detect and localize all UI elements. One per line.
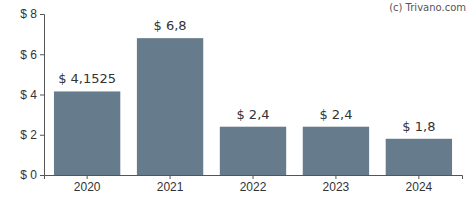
x-tick-label: 2020 bbox=[74, 180, 101, 194]
bar bbox=[54, 91, 120, 175]
x-tick-mark bbox=[87, 175, 88, 179]
x-tick: 2024 bbox=[406, 175, 433, 194]
y-tick-mark bbox=[40, 95, 44, 96]
bar bbox=[303, 127, 369, 175]
x-tick-mark bbox=[170, 175, 171, 179]
data-label: $ 1,8 bbox=[402, 119, 435, 134]
x-tick-mark bbox=[253, 175, 254, 179]
x-tick: 2020 bbox=[74, 175, 101, 194]
x-tick-label: 2022 bbox=[240, 180, 267, 194]
plot: $ 0 $ 2 $ 4 $ 6 $ 8 2020 2021 2022 2023 2024 $ 4,1… bbox=[20, 7, 462, 193]
chart: $ 0 $ 2 $ 4 $ 6 $ 8 2020 2021 2022 2023 2024 $ 4,1… bbox=[0, 0, 470, 200]
bar bbox=[137, 38, 203, 175]
y-tick: $ 2 bbox=[20, 128, 44, 142]
y-tick-mark bbox=[40, 14, 44, 15]
x-axis-line bbox=[45, 176, 463, 180]
x-tick-mark bbox=[418, 175, 419, 179]
y-tick: $ 8 bbox=[20, 7, 44, 21]
data-label: $ 2,4 bbox=[319, 107, 352, 122]
y-tick-label: $ 4 bbox=[20, 88, 37, 102]
annotation: (c) Trivano.com bbox=[389, 2, 466, 13]
y-tick-mark bbox=[40, 135, 44, 136]
y-axis-line bbox=[40, 15, 45, 176]
y-tick-mark bbox=[40, 175, 44, 176]
y-tick-label: $ 0 bbox=[20, 168, 37, 182]
data-label: $ 4,1525 bbox=[58, 71, 116, 86]
y-tick-label: $ 6 bbox=[20, 48, 37, 62]
bars bbox=[54, 38, 452, 175]
y-tick: $ 0 bbox=[20, 168, 44, 182]
y-tick: $ 6 bbox=[20, 48, 44, 62]
x-tick: 2022 bbox=[240, 175, 267, 194]
x-tick-label: 2021 bbox=[157, 180, 184, 194]
y-axis: $ 0 $ 2 $ 4 $ 6 $ 8 bbox=[20, 7, 44, 182]
x-tick-label: 2024 bbox=[406, 180, 433, 194]
y-tick-mark bbox=[40, 54, 44, 55]
x-tick-mark bbox=[335, 175, 336, 179]
y-tick: $ 4 bbox=[20, 88, 44, 102]
x-axis: 2020 2021 2022 2023 2024 bbox=[45, 175, 463, 194]
x-tick: 2021 bbox=[157, 175, 184, 194]
data-labels: $ 4,1525 $ 6,8 $ 2,4 $ 2,4 $ 1,8 bbox=[58, 18, 435, 134]
y-tick-label: $ 2 bbox=[20, 128, 37, 142]
bar bbox=[386, 139, 452, 175]
data-label: $ 6,8 bbox=[154, 18, 187, 33]
x-tick-label: 2023 bbox=[323, 180, 350, 194]
bar bbox=[220, 127, 286, 175]
x-tick: 2023 bbox=[323, 175, 350, 194]
data-label: $ 2,4 bbox=[236, 107, 269, 122]
y-tick-label: $ 8 bbox=[20, 7, 37, 21]
